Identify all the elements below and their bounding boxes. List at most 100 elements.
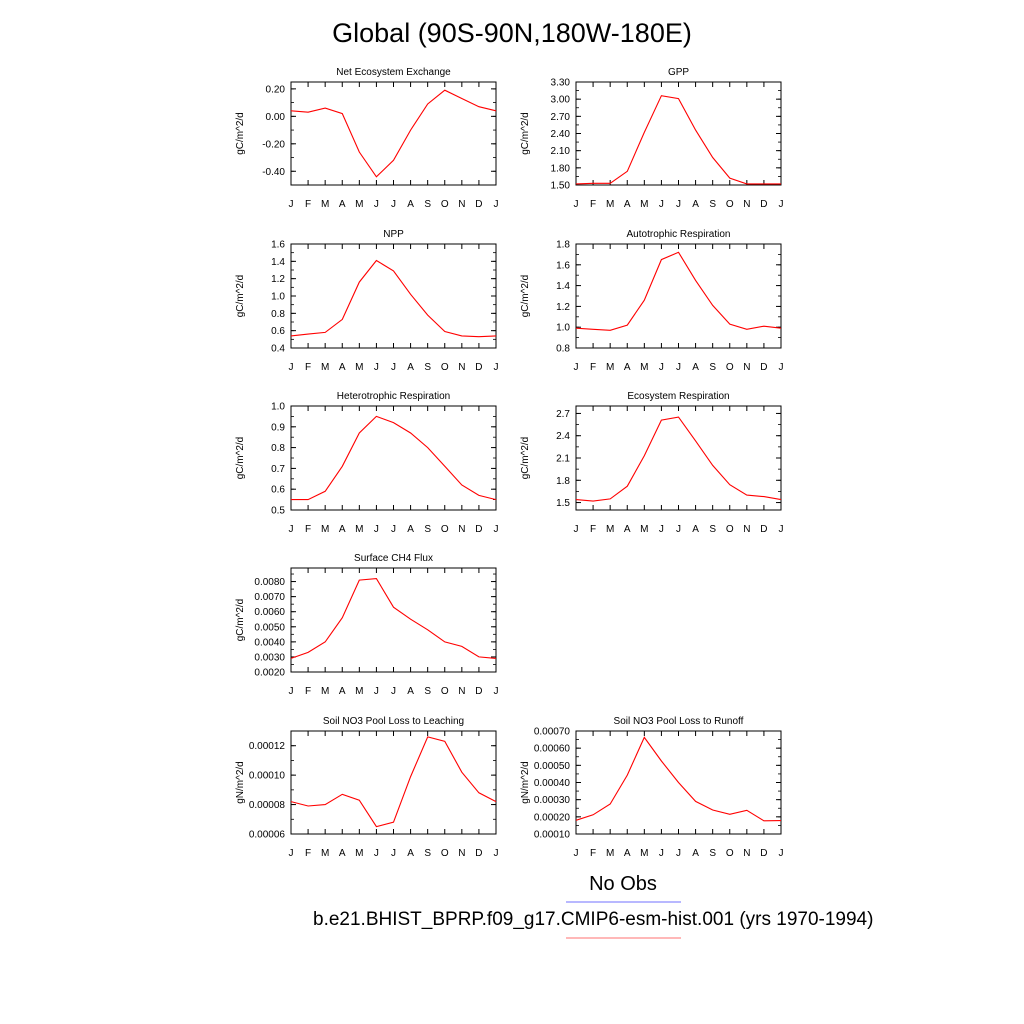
y-tick-label: 0.0040 <box>254 637 285 648</box>
x-tick-label: J <box>374 686 379 697</box>
x-tick-label: M <box>606 524 614 535</box>
x-tick-label: M <box>640 848 648 859</box>
y-axis-label: gN/m^2/d <box>235 761 246 804</box>
x-tick-label: J <box>779 848 784 859</box>
x-tick-label: J <box>289 362 294 373</box>
y-tick-label: 0.00010 <box>534 830 571 841</box>
x-tick-label: J <box>779 362 784 373</box>
x-tick-label: M <box>606 362 614 373</box>
x-tick-label: J <box>289 524 294 535</box>
series-line <box>290 89 497 178</box>
panel-4: Heterotrophic Respiration 1.0 0.9 0.8 0.7 0.6… <box>235 391 499 535</box>
x-tick-label: J <box>574 524 579 535</box>
plot-frame <box>290 81 497 186</box>
x-tick-label: O <box>441 362 449 373</box>
panel-title: Net Ecosystem Exchange <box>336 67 451 78</box>
plot-frame <box>575 81 782 186</box>
y-tick-label: 0.7 <box>271 464 285 475</box>
x-tick-label: S <box>709 199 716 210</box>
x-tick-label: A <box>624 199 631 210</box>
y-tick-label: 1.5 <box>556 498 570 509</box>
x-tick-label: A <box>624 362 631 373</box>
y-tick-label: 1.0 <box>271 402 285 413</box>
x-tick-label: J <box>494 199 499 210</box>
y-axis-label: gC/m^2/d <box>235 437 246 480</box>
x-tick-label: O <box>441 848 449 859</box>
x-tick-label: A <box>624 524 631 535</box>
y-tick-label: 0.9 <box>271 422 285 433</box>
x-tick-label: J <box>391 686 396 697</box>
x-tick-label: N <box>458 199 465 210</box>
y-tick-label: 2.4 <box>556 431 570 442</box>
series-line <box>291 415 497 501</box>
x-tick-label: J <box>494 524 499 535</box>
x-tick-label: F <box>590 848 596 859</box>
x-tick-label: O <box>441 199 449 210</box>
y-axis-label: gC/m^2/d <box>235 112 246 155</box>
x-tick-label: D <box>760 848 767 859</box>
x-tick-label: M <box>355 848 363 859</box>
x-tick-label: F <box>305 362 311 373</box>
y-tick-label: 2.10 <box>551 146 571 157</box>
x-tick-label: A <box>407 199 414 210</box>
panel-6: Surface CH4 Flux 0.0080 0.0070 0.0060 0.0050… <box>235 553 499 697</box>
series-line <box>290 736 497 828</box>
panel-title: Heterotrophic Respiration <box>337 391 450 402</box>
x-tick-label: D <box>475 524 482 535</box>
x-tick-label: F <box>305 848 311 859</box>
x-tick-label: S <box>709 848 716 859</box>
x-tick-label: N <box>743 848 750 859</box>
y-tick-label: 1.4 <box>271 257 285 268</box>
y-tick-label: 0.8 <box>271 443 285 454</box>
x-tick-label: M <box>355 686 363 697</box>
x-tick-label: O <box>726 848 734 859</box>
y-tick-label: 0.5 <box>271 506 285 517</box>
x-tick-label: M <box>355 362 363 373</box>
y-tick-label: 2.70 <box>551 112 571 123</box>
x-tick-label: A <box>407 362 414 373</box>
y-tick-label: -0.20 <box>262 139 285 150</box>
y-tick-label: 0.0070 <box>254 592 285 603</box>
x-tick-label: F <box>590 362 596 373</box>
y-tick-label: 1.8 <box>556 240 570 251</box>
x-tick-label: M <box>640 524 648 535</box>
series-line <box>290 259 497 338</box>
x-tick-label: J <box>289 686 294 697</box>
x-tick-label: D <box>760 362 767 373</box>
panel-title: Surface CH4 Flux <box>354 553 433 564</box>
y-tick-label: 0.00010 <box>249 771 286 782</box>
legend-label-model-run: b.e21.BHIST_BPRP.f09_g17.CMIP6-esm-hist.… <box>313 909 874 930</box>
plot-frame <box>575 243 782 349</box>
x-tick-label: S <box>424 524 431 535</box>
x-tick-label: J <box>676 848 681 859</box>
x-tick-label: S <box>424 848 431 859</box>
y-tick-label: 1.0 <box>556 323 570 334</box>
x-tick-label: A <box>407 848 414 859</box>
x-tick-label: S <box>709 362 716 373</box>
y-tick-label: 0.8 <box>271 309 285 320</box>
x-tick-label: N <box>743 199 750 210</box>
panel-title: Autotrophic Respiration <box>627 229 731 240</box>
x-tick-label: D <box>760 199 767 210</box>
plot-frame <box>290 567 497 673</box>
y-tick-label: 0.8 <box>556 344 570 355</box>
x-tick-label: A <box>692 362 699 373</box>
x-tick-label: A <box>692 199 699 210</box>
x-tick-label: A <box>339 524 346 535</box>
x-tick-label: J <box>676 362 681 373</box>
y-axis-label: gC/m^2/d <box>520 275 531 318</box>
x-tick-label: S <box>709 524 716 535</box>
x-tick-label: J <box>391 848 396 859</box>
x-tick-label: D <box>475 686 482 697</box>
x-tick-label: A <box>692 524 699 535</box>
x-tick-label: A <box>624 848 631 859</box>
y-tick-label: 0.0080 <box>254 577 285 588</box>
y-tick-label: 0.4 <box>271 344 285 355</box>
x-tick-label: J <box>289 848 294 859</box>
x-tick-label: M <box>355 199 363 210</box>
x-tick-label: D <box>760 524 767 535</box>
y-tick-label: 1.4 <box>556 281 570 292</box>
x-tick-label: F <box>305 199 311 210</box>
